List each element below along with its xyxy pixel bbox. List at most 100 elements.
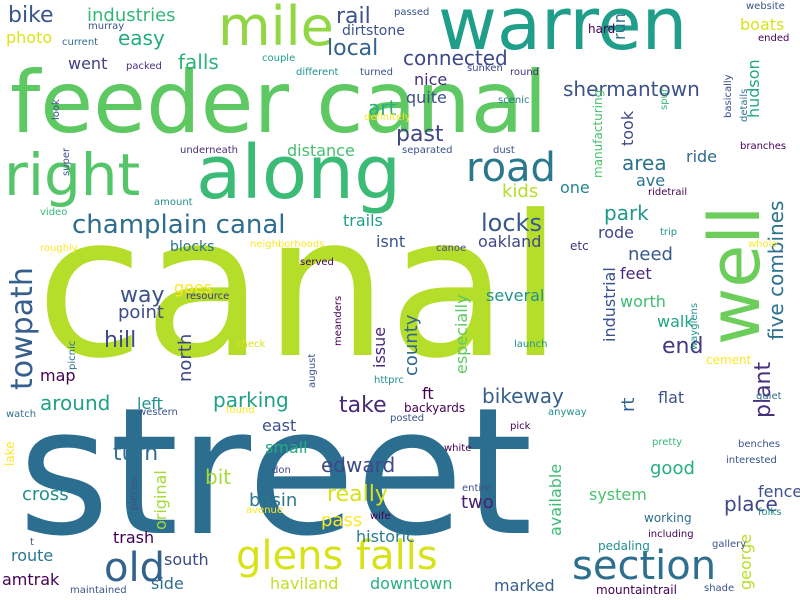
word-south: south [164,550,209,569]
word-ended: ended [758,33,790,44]
word-boats: boats [740,15,785,34]
word-hill: hill [104,328,137,353]
word-five-combines: five combines [764,200,788,340]
word-side: side [151,574,184,593]
word-quite: quite [406,88,447,107]
word-launch: launch [514,339,548,350]
word-trails: trails [343,211,383,230]
word-httprc: httprc [374,375,404,386]
word-art: art [368,96,397,120]
word-mountaintrail: mountaintrail [596,583,677,597]
word-definitely: definitely [364,112,411,123]
word-super: super [61,147,72,176]
word-shade: shade [704,583,735,594]
word-don: don [272,465,291,476]
word-resource: resource [186,291,230,302]
word-basin: basin [249,490,298,511]
word-anyway: anyway [548,407,587,418]
word-east: east [262,416,297,435]
word-photo: photo [6,28,53,47]
word-bike: bike [8,3,54,28]
word-ride: ride [686,147,718,166]
word-original: original [151,470,170,530]
word-champlain-canal: champlain canal [72,210,286,240]
word-different: different [296,67,339,78]
word-avenue: avenue [246,505,284,516]
word-oakland: oakland [478,232,542,251]
word-easy: easy [118,26,165,50]
word-wife: wife [370,511,391,522]
word-hard: hard [588,22,616,36]
word-shermantown: shermantown [563,77,700,101]
word-street: street [18,370,533,575]
word-glens-falls: glens falls [236,533,438,579]
word-folks: folks [758,507,782,518]
word-marked: marked [494,576,555,595]
word-benches: benches [738,439,781,450]
word-pick: pick [510,421,531,432]
word-park: park [604,201,649,225]
word-section: section [572,543,717,589]
word-manufacturing: manufacturing [591,89,605,178]
word-cross: cross [22,484,69,505]
word-nice: nice [414,70,448,89]
word-worth: worth [620,292,666,311]
word-watch: watch [6,409,37,420]
word-issue: issue [370,326,389,368]
word-around: around [40,391,111,415]
word-small: small [265,438,308,457]
word-need: need [628,244,673,265]
word-plant: plant [751,361,776,418]
word-meanders: meanders [333,295,344,346]
word-gallery: gallery [712,539,747,550]
word-branches: branches [740,141,787,152]
word-served: served [300,257,334,268]
word-parking: parking [213,388,289,412]
word-pass: pass [321,510,363,531]
word-route: route [11,546,54,565]
word-well: well [694,205,776,345]
word-amount: amount [154,197,193,208]
word-canoe: canoe [436,243,467,254]
word-walk: walk [657,312,694,331]
word-white: white [444,443,472,454]
word-whole: whole [748,239,778,250]
word-t: t [30,537,34,548]
word-available: available [546,463,565,536]
word-bit: bit [205,465,232,489]
word-connected: connected [403,46,508,70]
word-posted: posted [390,413,425,424]
word-really: really [327,482,388,507]
word-point: point [118,302,164,323]
word-feeder-canal: feeder canal [10,53,548,153]
word-including: including [648,529,694,540]
word-rt: rt [618,397,639,412]
word-went: went [68,54,108,73]
word-took: took [618,110,637,146]
word-separated: separated [402,145,453,156]
word-haviland: haviland [270,574,339,593]
word-isnt: isnt [376,232,406,251]
word-falls: falls [178,50,219,74]
word-turn: turn [113,441,159,466]
word-dirtstone: dirtstone [342,23,405,39]
word-quiet: quiet [756,391,782,402]
word-etc: etc [570,239,589,253]
word-ave: ave [636,171,666,190]
word-turned: turned [360,67,394,78]
word-canal: canal [36,174,563,402]
word-basically: basically [723,74,734,118]
word-passed: passed [394,7,430,18]
word-murray: murray [88,21,125,32]
word-blocks: blocks [170,239,215,255]
word-look: look [51,99,62,120]
word-pieces: pieces [129,477,140,510]
word-website: website [746,1,785,12]
word-working: working [644,511,692,525]
word-locks: locks [481,209,542,237]
word-backyards: backyards [404,401,466,415]
word-feet: feet [620,264,652,283]
word-wayglens: wayglens [689,302,700,350]
word-interested: interested [726,455,777,466]
word-kids: kids [502,181,539,202]
